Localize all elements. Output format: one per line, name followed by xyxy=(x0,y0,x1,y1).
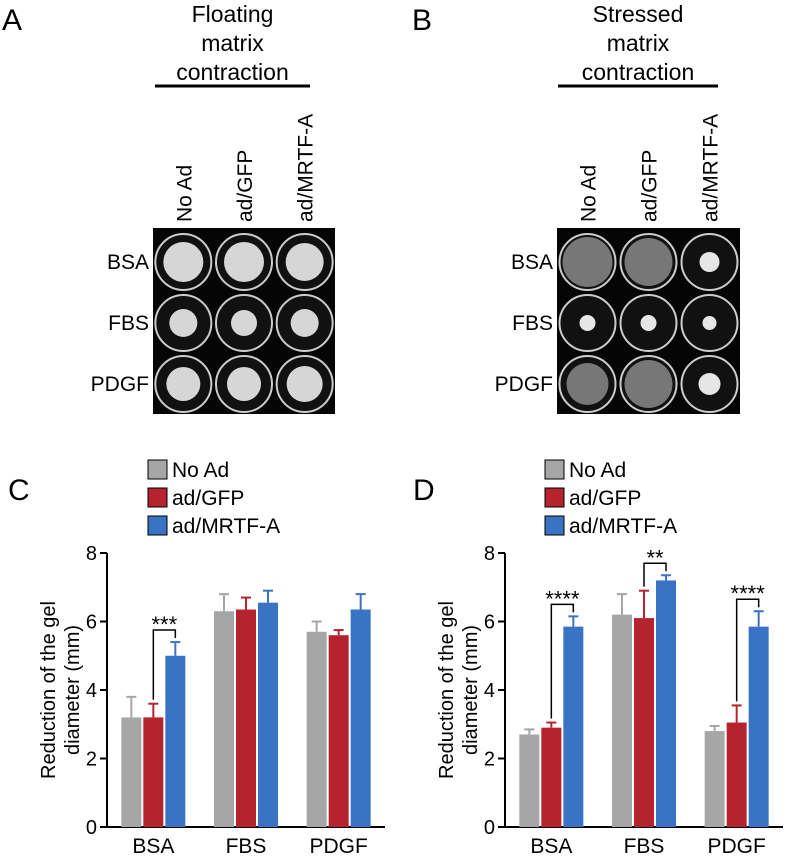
column-label: ad/GFP xyxy=(234,150,257,222)
x-tick-label: BSA xyxy=(132,835,174,858)
bar xyxy=(306,631,327,827)
panel-title: contraction xyxy=(582,59,695,85)
bar xyxy=(704,731,725,827)
x-tick-label: PDGF xyxy=(309,835,367,858)
significance-label: ** xyxy=(646,545,664,570)
significance-bracket xyxy=(152,629,177,700)
bar xyxy=(748,626,769,827)
panel-title: contraction xyxy=(176,59,289,85)
row-label: BSA xyxy=(511,251,553,274)
bar xyxy=(236,609,256,827)
legend-label: No Ad xyxy=(569,459,626,482)
gel xyxy=(562,237,613,287)
gel xyxy=(699,252,720,272)
legend-swatch xyxy=(544,459,565,480)
gel xyxy=(566,363,609,405)
y-tick-label: 8 xyxy=(86,543,97,565)
panel-label: B xyxy=(412,4,432,37)
gel xyxy=(702,316,717,330)
legend-swatch xyxy=(147,459,168,480)
y-tick-label: 6 xyxy=(86,612,97,634)
significance-label: **** xyxy=(545,586,580,611)
significance-bracket xyxy=(643,562,667,587)
bar xyxy=(726,722,747,827)
legend-swatch xyxy=(544,487,565,508)
y-tick-label: 0 xyxy=(86,817,97,839)
y-tick-label: 8 xyxy=(484,543,495,565)
column-label: No Ad xyxy=(578,165,601,222)
y-tick-label: 4 xyxy=(484,680,495,702)
row-label: FBS xyxy=(512,312,553,335)
bar xyxy=(350,609,371,827)
legend-label: ad/MRTF-A xyxy=(172,515,280,538)
y-tick-label: 4 xyxy=(86,680,97,702)
significance-label: **** xyxy=(731,581,766,606)
y-tick-label: 2 xyxy=(484,749,495,771)
y-tick-label: 0 xyxy=(484,817,495,839)
panel-label: A xyxy=(2,4,22,37)
row-label: BSA xyxy=(107,251,149,274)
panel-title: Floating xyxy=(192,1,274,27)
gel xyxy=(579,315,596,331)
column-label: ad/GFP xyxy=(639,150,662,222)
significance-label: *** xyxy=(151,612,177,637)
column-label: No Ad xyxy=(173,165,196,222)
y-axis-label: Reduction of the gel xyxy=(436,601,458,779)
legend-swatch xyxy=(147,515,168,536)
bar xyxy=(656,580,676,827)
gel xyxy=(227,367,261,401)
gel xyxy=(286,366,323,402)
gel xyxy=(224,242,264,282)
y-tick-label: 6 xyxy=(484,612,495,634)
significance-bracket xyxy=(735,598,760,702)
bar xyxy=(328,635,349,827)
bar xyxy=(541,727,562,827)
bar xyxy=(519,734,540,827)
panel-label: C xyxy=(8,474,30,507)
bar xyxy=(121,717,142,827)
legend-label: ad/GFP xyxy=(172,487,244,510)
y-axis-label: diameter (mm) xyxy=(460,625,482,755)
gel xyxy=(624,360,673,408)
bar xyxy=(143,717,164,827)
bar xyxy=(563,626,584,827)
legend-label: No Ad xyxy=(172,459,229,482)
x-tick-label: FBS xyxy=(624,835,665,858)
gel xyxy=(231,310,257,336)
significance-bracket xyxy=(550,603,575,719)
row-label: FBS xyxy=(108,312,149,335)
legend-swatch xyxy=(544,515,565,536)
y-axis-label: diameter (mm) xyxy=(62,625,84,755)
legend-swatch xyxy=(147,487,168,508)
row-label: PDGF xyxy=(495,373,553,396)
x-tick-label: FBS xyxy=(226,835,267,858)
column-label: ad/MRTF-A xyxy=(700,114,723,222)
legend-label: ad/GFP xyxy=(569,487,641,510)
panel-title: matrix xyxy=(607,30,670,56)
row-label: PDGF xyxy=(91,373,149,396)
bar xyxy=(214,611,234,827)
y-tick-label: 2 xyxy=(86,749,97,771)
column-label: ad/MRTF-A xyxy=(295,114,318,222)
bar xyxy=(258,602,278,827)
bar xyxy=(634,618,654,827)
gel xyxy=(169,309,198,337)
gel xyxy=(624,238,673,286)
gel xyxy=(640,315,657,331)
legend-label: ad/MRTF-A xyxy=(569,515,677,538)
bar xyxy=(612,614,632,827)
panel-title: Stressed xyxy=(593,1,684,27)
gel xyxy=(698,373,721,395)
panel-title: matrix xyxy=(201,30,264,56)
bar xyxy=(165,655,186,827)
gel xyxy=(163,242,204,282)
gel xyxy=(290,309,319,337)
x-tick-label: BSA xyxy=(530,835,572,858)
gel xyxy=(166,367,201,401)
x-tick-label: PDGF xyxy=(707,835,765,858)
gel xyxy=(285,243,324,281)
y-axis-label: Reduction of the gel xyxy=(38,601,60,779)
panel-label: D xyxy=(413,474,435,507)
